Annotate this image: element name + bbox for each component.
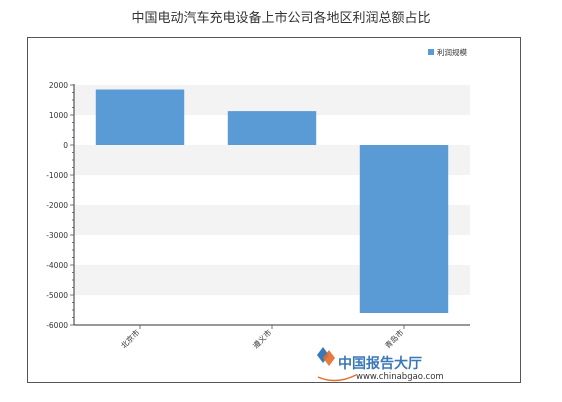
bar-2 <box>227 111 317 145</box>
y-tick-label: 0 <box>63 141 68 150</box>
y-tick-label: 2000 <box>49 81 68 90</box>
y-tick-label: -4000 <box>46 261 68 270</box>
watermark-name: 中国报告大厅 <box>338 355 422 372</box>
y-tick-label: -1000 <box>46 171 68 180</box>
y-tick-labels: 2000 1000 0 -1000 -2000 -3000 -4000 -5000 -6000 <box>46 81 68 330</box>
chart-title: 中国电动汽车充电设备上市公司各地区利润总额占比 <box>131 11 431 26</box>
x-tick-label: 北京市 <box>118 327 141 350</box>
axes <box>70 84 470 329</box>
x-tick-label: 青岛市 <box>382 327 405 350</box>
bar-1 <box>95 89 185 145</box>
x-tick-labels: 北京市 遵义市 青岛市 <box>118 327 405 350</box>
watermark-logo-icon <box>317 347 335 366</box>
y-tick-label: -5000 <box>46 291 68 300</box>
legend-swatch <box>428 49 434 55</box>
y-tick-label: -2000 <box>46 201 68 210</box>
x-tick-label: 遵义市 <box>250 327 273 350</box>
y-tick-label: -6000 <box>46 321 68 330</box>
watermark: 中国报告大厅 www.chinabgao.com <box>317 347 444 382</box>
legend: 利润规模 <box>428 47 467 57</box>
bars <box>95 89 449 313</box>
watermark-url: www.chinabgao.com <box>356 372 444 382</box>
legend-label: 利润规模 <box>437 47 467 57</box>
watermark-swoosh <box>317 374 357 382</box>
bar-3 <box>359 145 449 313</box>
y-tick-label: -3000 <box>46 231 68 240</box>
y-tick-label: 1000 <box>49 111 68 120</box>
